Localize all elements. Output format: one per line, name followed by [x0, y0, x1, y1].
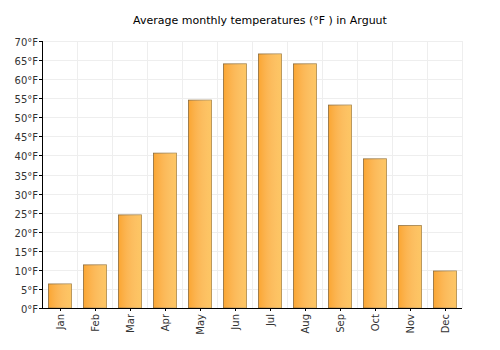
x-tick-label: Jul: [265, 314, 276, 327]
bar: [364, 159, 387, 308]
y-tick-label: 0°F: [21, 304, 38, 315]
bar-shade: [119, 215, 142, 308]
x-tick: [200, 308, 201, 311]
bar: [49, 284, 72, 308]
grid-line-v: [392, 41, 393, 308]
bar-shade: [329, 105, 352, 308]
y-tick: [39, 155, 42, 156]
grid-line-v: [112, 41, 113, 308]
grid-line-v: [77, 41, 78, 308]
x-tick: [270, 308, 271, 311]
x-axis: [42, 308, 462, 309]
grid-line-v: [427, 41, 428, 308]
x-tick-label: Apr: [160, 313, 171, 331]
x-tick: [340, 308, 341, 311]
bar: [399, 226, 422, 308]
y-tick-label: 60°F: [15, 75, 39, 86]
bar-shade: [189, 100, 212, 308]
x-tick: [130, 308, 131, 311]
y-tick: [39, 117, 42, 118]
bar: [294, 64, 317, 308]
y-tick: [39, 270, 42, 271]
y-tick: [39, 251, 42, 252]
x-tick-label: Jun: [230, 314, 241, 331]
y-tick-label: 25°F: [15, 209, 39, 220]
grid-line-v: [357, 41, 358, 308]
x-tick: [165, 308, 166, 311]
grid-line-v: [182, 41, 183, 308]
y-tick-label: 10°F: [15, 266, 39, 277]
x-tick: [410, 308, 411, 311]
y-tick-label: 20°F: [15, 228, 39, 239]
bar: [259, 54, 282, 308]
y-tick-label: 5°F: [21, 285, 38, 296]
y-tick: [39, 194, 42, 195]
x-tick-label: Feb: [90, 314, 101, 332]
x-tick-label: May: [195, 314, 206, 335]
y-tick-label: 70°F: [15, 37, 39, 48]
x-tick-label: Oct: [370, 314, 381, 331]
grid-line-v: [217, 41, 218, 308]
x-tick: [60, 308, 61, 311]
bar-shade: [49, 284, 72, 308]
x-tick-label: Mar: [125, 313, 136, 333]
y-tick: [39, 41, 42, 42]
y-tick-label: 65°F: [15, 56, 39, 67]
y-tick: [39, 175, 42, 176]
grid: [42, 41, 463, 309]
y-tick: [39, 289, 42, 290]
bar-shade: [259, 54, 282, 308]
bars: [49, 54, 457, 308]
grid-line: [42, 308, 462, 309]
title: Average monthly temperatures (°F ) in Ar…: [133, 14, 388, 27]
x-tick-label: Aug: [300, 314, 311, 334]
y-tick: [39, 308, 42, 309]
bar: [84, 265, 107, 308]
bar-shade: [399, 226, 422, 308]
x-tick-label: Jan: [55, 314, 66, 330]
bar-shade: [364, 159, 387, 308]
bar: [189, 100, 212, 308]
axes: 0°F 5°F 10°F 15°F 20°F 25°F 30°F 35°F 40°F 45°F 50…: [15, 37, 462, 335]
grid-line-v: [287, 41, 288, 308]
bar-shade: [434, 271, 457, 308]
chart: Average monthly temperatures (°F ) in Ar…: [0, 0, 500, 350]
x-tick-label: Dec: [440, 314, 451, 333]
y-tick: [39, 136, 42, 137]
y-tick: [39, 79, 42, 80]
bar-shade: [154, 153, 177, 308]
x-tick: [375, 308, 376, 311]
x-tick-label: Nov: [405, 314, 416, 334]
y-tick: [39, 60, 42, 61]
grid-line-v: [147, 41, 148, 308]
y-tick: [39, 232, 42, 233]
x-tick-label: Sep: [335, 314, 346, 333]
y-tick-label: 55°F: [15, 94, 39, 105]
y-tick: [39, 98, 42, 99]
grid-line-v: [322, 41, 323, 308]
bar-shade: [224, 64, 247, 308]
y-tick-label: 45°F: [15, 132, 39, 143]
grid-line-v: [252, 41, 253, 308]
y-tick: [39, 213, 42, 214]
bar: [224, 64, 247, 308]
x-tick: [95, 308, 96, 311]
x-tick: [445, 308, 446, 311]
y-tick-label: 40°F: [15, 151, 39, 162]
bar: [434, 271, 457, 308]
x-tick: [235, 308, 236, 311]
y-tick-label: 15°F: [15, 247, 39, 258]
y-tick-label: 50°F: [15, 113, 39, 124]
y-tick-label: 30°F: [15, 190, 39, 201]
bar: [329, 105, 352, 308]
bar-shade: [84, 265, 107, 308]
bar-shade: [294, 64, 317, 308]
y-tick-label: 35°F: [15, 171, 39, 182]
bar: [154, 153, 177, 308]
grid-line-v: [462, 41, 463, 308]
y-axis: [42, 41, 43, 308]
bar: [119, 215, 142, 308]
x-tick: [305, 308, 306, 311]
